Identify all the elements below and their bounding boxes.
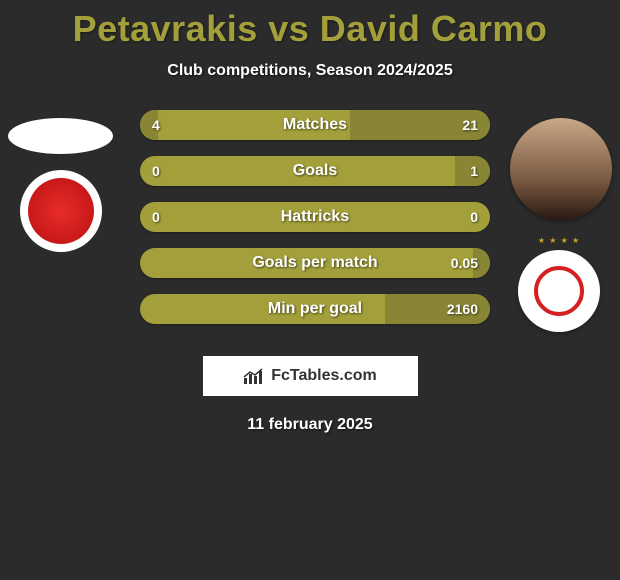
stat-bars: 4 Matches 21 0 Goals 1 0 Hattricks 0 [140,110,490,340]
stat-right-value: 0.05 [451,248,478,278]
page-title: Petavrakis vs David Carmo [0,8,620,50]
club-badge-left-icon [28,178,94,244]
stat-row-goals: 0 Goals 1 [140,156,490,186]
stat-label: Matches [140,110,490,140]
stat-row-hattricks: 0 Hattricks 0 [140,202,490,232]
player-left-club-badge [20,170,102,252]
brand-badge: FcTables.com [203,356,418,396]
stat-label: Goals [140,156,490,186]
comparison-area: ★ ★ ★ ★ 4 Matches 21 0 Goals 1 0 [0,110,620,350]
comparison-infographic: Petavrakis vs David Carmo Club competiti… [0,0,620,434]
brand-text: FcTables.com [271,367,377,385]
club-badge-right-icon [534,266,584,316]
infographic-date: 11 february 2025 [0,416,620,434]
stat-row-goals-per-match: Goals per match 0.05 [140,248,490,278]
club-badge-stars-icon: ★ ★ ★ ★ [538,236,580,245]
stat-row-min-per-goal: Min per goal 2160 [140,294,490,324]
page-subtitle: Club competitions, Season 2024/2025 [0,62,620,80]
player-right-avatar [510,118,612,220]
stat-right-value: 1 [470,156,478,186]
stat-row-matches: 4 Matches 21 [140,110,490,140]
player-left-avatar [8,118,113,154]
stat-right-value: 0 [470,202,478,232]
stat-right-value: 2160 [447,294,478,324]
stat-label: Hattricks [140,202,490,232]
stat-right-value: 21 [462,110,478,140]
stat-label: Min per goal [140,294,490,324]
brand-chart-icon [243,367,265,385]
player-right-club-badge: ★ ★ ★ ★ [518,250,600,332]
stat-label: Goals per match [140,248,490,278]
